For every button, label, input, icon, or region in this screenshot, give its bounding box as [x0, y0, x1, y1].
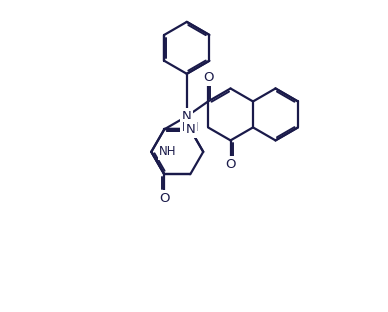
- Text: O: O: [159, 192, 170, 205]
- Text: N: N: [182, 110, 192, 123]
- Text: NH: NH: [159, 145, 177, 158]
- Text: O: O: [225, 158, 236, 171]
- Text: HN: HN: [182, 121, 199, 134]
- Text: O: O: [203, 71, 213, 84]
- Text: N: N: [185, 123, 195, 136]
